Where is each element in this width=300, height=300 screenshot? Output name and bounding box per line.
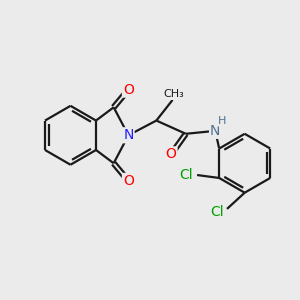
Text: O: O <box>123 174 134 188</box>
Text: N: N <box>123 128 134 142</box>
Text: CH₃: CH₃ <box>164 89 184 99</box>
Text: H: H <box>218 116 226 126</box>
Text: Cl: Cl <box>179 168 193 182</box>
Text: O: O <box>166 147 176 161</box>
Text: Cl: Cl <box>211 205 224 219</box>
Text: O: O <box>123 82 134 97</box>
Text: N: N <box>210 124 220 138</box>
